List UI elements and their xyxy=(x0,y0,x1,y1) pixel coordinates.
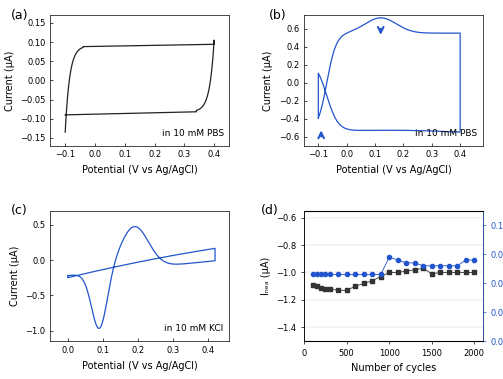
Point xyxy=(317,285,325,291)
Text: in 10 mM KCl: in 10 mM KCl xyxy=(164,324,224,333)
Text: in 10 mM PBS: in 10 mM PBS xyxy=(415,129,477,138)
Point xyxy=(428,263,436,269)
X-axis label: Potential (V vs Ag/AgCl): Potential (V vs Ag/AgCl) xyxy=(82,360,198,371)
Point xyxy=(360,271,368,277)
Point xyxy=(325,286,333,292)
X-axis label: Number of cycles: Number of cycles xyxy=(351,363,436,373)
Y-axis label: Iₙₑₐ (μA): Iₙₑₐ (μA) xyxy=(261,257,271,295)
Point xyxy=(445,269,453,276)
Y-axis label: Current (μA): Current (μA) xyxy=(10,246,20,306)
Text: (c): (c) xyxy=(11,204,28,217)
Point xyxy=(313,271,321,277)
Point xyxy=(334,287,342,293)
Point xyxy=(368,278,376,284)
Point xyxy=(436,269,444,276)
Point xyxy=(385,254,393,260)
Point xyxy=(377,271,385,277)
Point xyxy=(453,269,461,276)
Point xyxy=(325,271,333,277)
Point xyxy=(368,271,376,277)
Point xyxy=(402,260,410,266)
Y-axis label: Current (μA): Current (μA) xyxy=(5,50,15,111)
Point xyxy=(343,287,351,293)
Point xyxy=(394,257,402,263)
Point xyxy=(313,283,321,289)
Point xyxy=(343,271,351,277)
Point xyxy=(445,263,453,269)
Point xyxy=(351,271,359,277)
Point xyxy=(462,269,470,276)
Point xyxy=(462,257,470,263)
X-axis label: Potential (V vs Ag/AgCl): Potential (V vs Ag/AgCl) xyxy=(82,165,198,175)
Point xyxy=(420,263,428,269)
Point xyxy=(321,271,329,277)
Point xyxy=(420,265,428,271)
Point xyxy=(436,263,444,269)
Point xyxy=(360,280,368,287)
X-axis label: Potential (V vs Ag/AgCl): Potential (V vs Ag/AgCl) xyxy=(336,165,451,175)
Text: in 10 mM PBS: in 10 mM PBS xyxy=(161,129,224,138)
Point xyxy=(411,267,419,273)
Point xyxy=(428,271,436,277)
Point xyxy=(402,268,410,274)
Point xyxy=(470,257,478,263)
Text: (a): (a) xyxy=(11,9,29,22)
Point xyxy=(453,263,461,269)
Point xyxy=(377,274,385,280)
Point xyxy=(321,286,329,292)
Point xyxy=(470,269,478,276)
Point xyxy=(411,260,419,266)
Point xyxy=(309,282,317,288)
Point xyxy=(385,269,393,276)
Point xyxy=(394,269,402,276)
Point xyxy=(309,271,317,277)
Point xyxy=(317,271,325,277)
Y-axis label: Current (μA): Current (μA) xyxy=(264,50,274,111)
Text: (d): (d) xyxy=(261,204,279,217)
Text: (b): (b) xyxy=(269,9,286,22)
Point xyxy=(334,271,342,277)
Point xyxy=(351,283,359,289)
